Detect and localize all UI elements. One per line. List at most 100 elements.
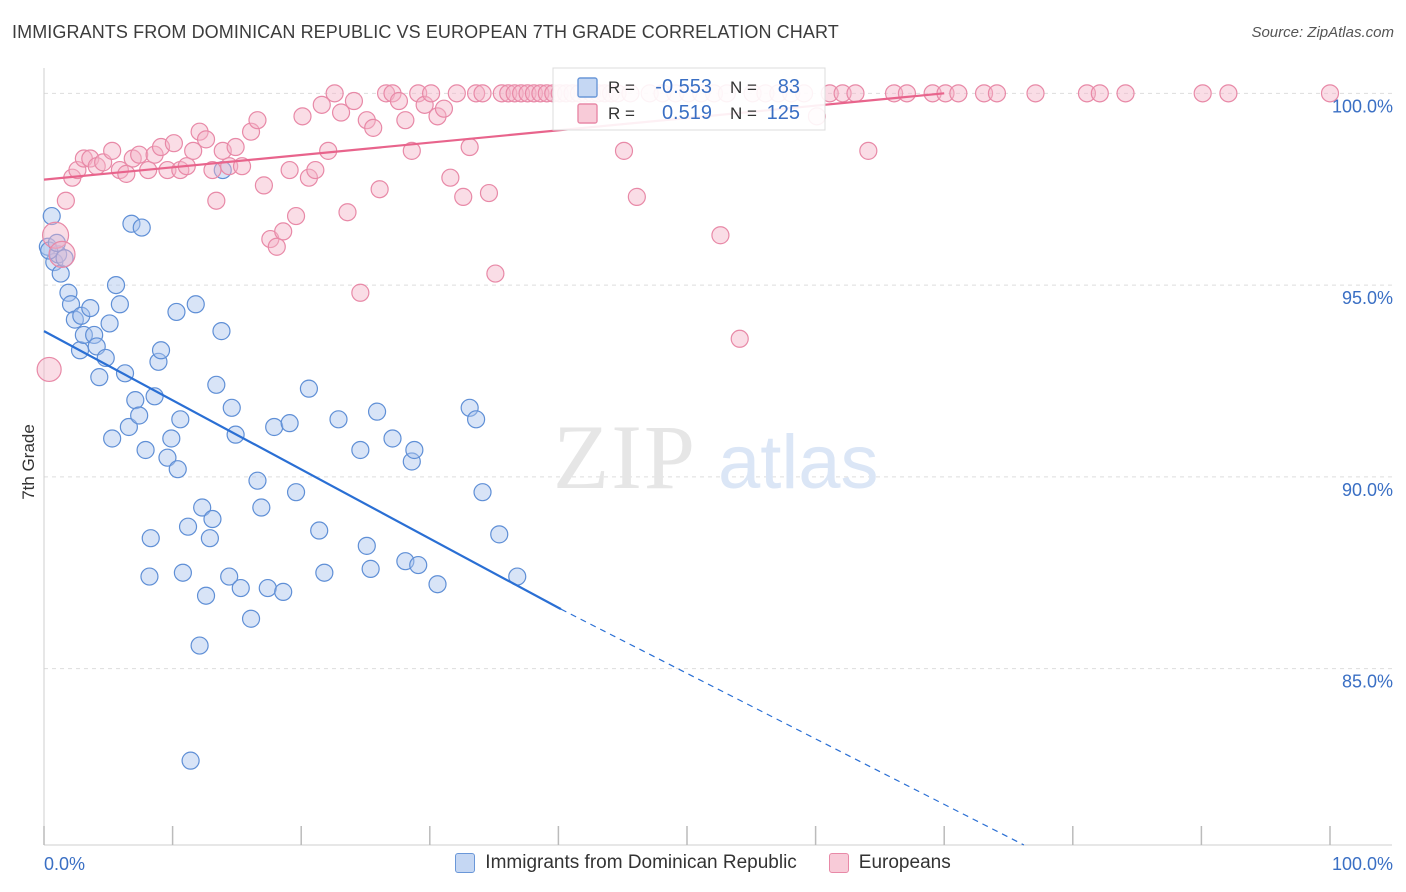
point-europeans (730, 329, 749, 348)
point-europeans (447, 84, 466, 103)
point-europeans (833, 84, 852, 103)
point-dominican (103, 429, 122, 448)
point-dominican (252, 498, 271, 517)
point-dominican (173, 563, 192, 582)
point-dominican (490, 525, 509, 544)
point-europeans (711, 226, 730, 245)
point-dominican (130, 406, 149, 425)
legend-label-dominican: Immigrants from Dominican Republic (485, 852, 797, 873)
point-europeans (473, 84, 492, 103)
point-europeans (338, 203, 357, 222)
point-dominican (231, 578, 250, 598)
point-dominican (85, 325, 104, 345)
axes: 85.0% 90.0% 95.0% 100.0% 0.0% 100.0% (43, 68, 1393, 874)
point-dominican (274, 582, 293, 601)
point-dominican (74, 325, 93, 345)
point-dominican (136, 440, 155, 460)
point-dominican (100, 314, 119, 333)
point-dominican (158, 448, 177, 467)
watermark-zip: ZIP (553, 406, 697, 508)
point-dominican (248, 471, 267, 490)
point-dominican (115, 364, 135, 383)
point-europeans (36, 356, 62, 383)
legend-item-europeans[interactable]: Europeans (828, 852, 951, 874)
point-dominican (51, 264, 70, 283)
point-europeans (627, 187, 646, 206)
point-europeans (207, 191, 226, 210)
point-europeans (312, 95, 331, 114)
legend-label-europeans: Europeans (858, 852, 951, 873)
point-europeans (460, 137, 479, 157)
point-dominican (196, 586, 216, 605)
point-dominican (329, 410, 348, 429)
point-europeans (158, 160, 177, 180)
point-europeans (48, 240, 76, 269)
point-dominican (402, 452, 421, 471)
point-europeans (286, 206, 306, 226)
point-europeans (409, 84, 428, 103)
y-tick-label: 100.0% (1332, 96, 1393, 116)
trend-line-dominican (43, 330, 562, 611)
watermark: ZIP atlas (553, 406, 879, 508)
point-dominican (193, 498, 212, 517)
chart-title: IMMIGRANTS FROM DOMINICAN REPUBLIC VS EU… (12, 22, 839, 42)
point-dominican (119, 417, 138, 437)
point-dominican (383, 429, 402, 448)
point-europeans (344, 91, 364, 111)
point-europeans (130, 145, 149, 164)
legend-item-dominican[interactable]: Immigrants from Dominican Republic (455, 852, 797, 874)
stats-n-label: N = (730, 78, 757, 97)
legend-swatch-pink (828, 853, 849, 873)
point-dominican (140, 567, 159, 586)
point-dominican (207, 375, 226, 394)
point-dominican (126, 391, 145, 410)
point-dominican (151, 341, 171, 360)
point-europeans (1026, 84, 1045, 103)
point-europeans (1090, 84, 1109, 103)
point-europeans (415, 95, 434, 114)
stats-swatch (577, 103, 598, 124)
point-europeans (1193, 84, 1212, 103)
point-europeans (364, 118, 383, 137)
point-dominican (258, 578, 277, 598)
point-europeans (524, 84, 544, 103)
stats-n-value: 83 (778, 76, 800, 98)
point-europeans (274, 222, 293, 241)
point-europeans (254, 176, 274, 195)
point-dominican (200, 529, 219, 548)
point-dominican (186, 295, 205, 314)
x-tick-label-min: 0.0% (44, 854, 85, 874)
point-europeans (68, 160, 87, 180)
y-tick-label: 90.0% (1342, 480, 1393, 500)
point-europeans (325, 84, 344, 103)
point-dominican (122, 214, 141, 233)
stats-r-label: R = (608, 104, 635, 123)
point-dominican (42, 206, 61, 226)
point-europeans (1116, 84, 1135, 103)
point-dominican (315, 563, 334, 582)
point-europeans (184, 141, 203, 160)
point-dominican (310, 521, 329, 540)
point-europeans (402, 141, 421, 160)
y-axis-title: 7th Grade (19, 424, 38, 500)
point-dominican (178, 517, 198, 536)
watermark-atlas: atlas (718, 420, 879, 505)
point-europeans (614, 141, 634, 160)
point-europeans (897, 84, 917, 103)
point-dominican (473, 483, 492, 502)
point-europeans (987, 84, 1007, 103)
stats-n-value: 125 (767, 102, 800, 124)
stats-r-value: 0.519 (662, 102, 712, 124)
point-dominican (168, 460, 187, 479)
point-dominican (81, 299, 100, 318)
point-dominican (106, 275, 126, 295)
point-dominican (181, 751, 200, 770)
stats-legend: R = -0.553 N = 83 R = 0.519 N = 125 (552, 67, 826, 131)
point-europeans (531, 84, 550, 103)
point-europeans (241, 122, 261, 141)
point-dominican (460, 398, 479, 417)
stats-r-value: -0.553 (655, 76, 712, 98)
point-dominican (132, 218, 151, 237)
point-europeans (103, 141, 122, 160)
point-dominican (220, 567, 239, 586)
